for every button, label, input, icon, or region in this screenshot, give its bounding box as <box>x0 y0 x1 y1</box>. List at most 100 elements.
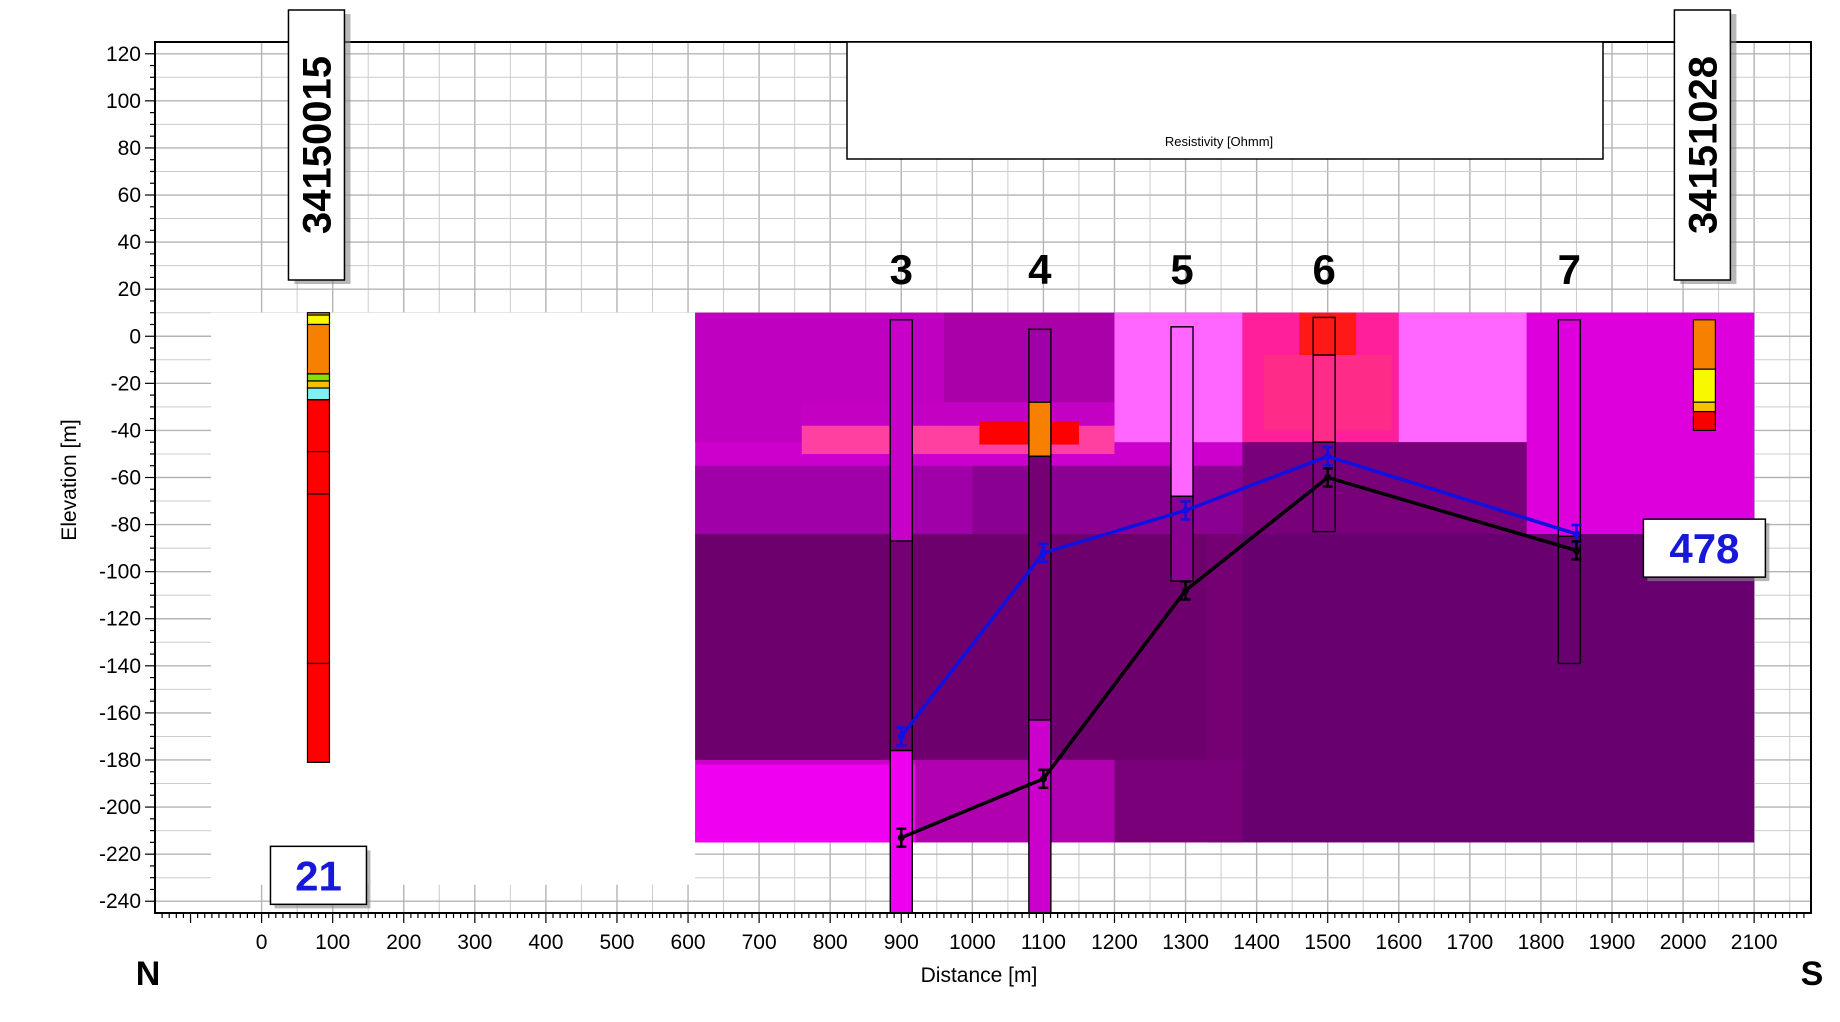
y-tick-label: -80 <box>111 514 141 537</box>
borehole-segment <box>1170 326 1194 498</box>
borehole-segment <box>1557 319 1582 538</box>
series-point <box>1039 549 1047 557</box>
axes: 0 100 200 300 400 500 600 700 800 900 1000 1100 1200… <box>99 41 1812 954</box>
y-tick-label: 60 <box>118 184 141 207</box>
borehole-segment <box>889 319 913 542</box>
well-log-segment <box>1692 410 1716 432</box>
resistivity-cell <box>695 764 916 843</box>
x-tick-label: 1500 <box>1304 931 1351 954</box>
direction-north-label: N <box>136 955 161 993</box>
well-log-segment <box>306 387 331 401</box>
resistivity-cell <box>695 465 973 534</box>
station-label: 5 <box>1170 246 1193 293</box>
series-point <box>1182 586 1190 594</box>
well-id-label: 34150015 <box>295 56 339 234</box>
x-tick-label: 800 <box>813 931 848 954</box>
x-tick-label: 1200 <box>1091 931 1138 954</box>
resistivity-cell <box>1398 312 1527 443</box>
y-tick-label: -100 <box>99 561 141 584</box>
y-tick-label: 0 <box>129 325 141 348</box>
resistivity-section <box>695 312 1755 843</box>
x-tick-label: 700 <box>742 931 777 954</box>
resistivity-cell <box>1242 533 1755 843</box>
y-axis-title: Elevation [m] <box>58 419 81 540</box>
x-tick-label: 400 <box>528 931 563 954</box>
colorbar-title: Resistivity [Ohmm] <box>1165 134 1273 149</box>
y-tick-label: -20 <box>111 372 141 395</box>
station-label: 6 <box>1312 246 1335 293</box>
x-tick-label: 200 <box>386 931 421 954</box>
well-id-box: 34150015 <box>287 9 351 284</box>
y-tick-label: 100 <box>106 90 141 113</box>
blank-model-area <box>211 312 696 885</box>
series-point <box>1572 546 1580 554</box>
y-tick-label: 20 <box>118 278 141 301</box>
value-label-text: 21 <box>295 852 342 899</box>
well-log-segment <box>306 373 331 382</box>
x-tick-label: 300 <box>457 931 492 954</box>
borehole-segment <box>1028 719 1052 914</box>
well-log-segment <box>1692 401 1716 413</box>
y-tick-label: -40 <box>111 419 141 442</box>
x-tick-label: 1000 <box>949 931 996 954</box>
value-label-box: 478 <box>1642 518 1770 582</box>
borehole-segment <box>889 540 913 752</box>
borehole-segment <box>1028 328 1052 403</box>
y-tick-label: -180 <box>99 749 141 772</box>
x-tick-label: 600 <box>671 931 706 954</box>
station-label: 4 <box>1028 246 1052 293</box>
series-point <box>1324 452 1332 460</box>
well-log-segment <box>306 323 331 375</box>
series-point <box>897 732 905 740</box>
well-log-segment <box>306 451 331 495</box>
x-tick-label: 1900 <box>1589 931 1636 954</box>
borehole-segment <box>1312 316 1336 356</box>
x-tick-label: 1600 <box>1375 931 1422 954</box>
series-point <box>1039 775 1047 783</box>
colorbar-frame <box>846 41 1604 160</box>
x-tick-label: 100 <box>315 931 350 954</box>
well-logs <box>306 312 1716 763</box>
value-label-frame <box>1642 518 1767 578</box>
well-id-box: 34151028 <box>1673 9 1737 284</box>
borehole-segment <box>1312 354 1336 443</box>
y-tick-label: 80 <box>118 137 141 160</box>
x-tick-label: 1400 <box>1233 931 1280 954</box>
well-id-frame <box>287 9 346 281</box>
direction-south-label: S <box>1801 955 1824 993</box>
value-label-text: 478 <box>1669 525 1739 572</box>
depth-series <box>896 446 1582 848</box>
station-label: 7 <box>1558 246 1581 293</box>
x-tick-label: 1700 <box>1446 931 1493 954</box>
series-point <box>1572 530 1580 538</box>
well-log-segment <box>306 314 331 326</box>
y-tick-label: -240 <box>99 890 141 913</box>
y-tick-label: -220 <box>99 843 141 866</box>
resistivity-cell <box>972 465 1243 534</box>
well-id-frame <box>1673 9 1732 281</box>
value-label-box: 21 <box>269 845 371 909</box>
y-tick-label: -200 <box>99 796 141 819</box>
x-tick-label: 1100 <box>1021 931 1066 954</box>
resistivity-cell <box>915 759 1115 843</box>
x-tick-label: 500 <box>599 931 634 954</box>
station-label: 3 <box>890 246 913 293</box>
well-log-segment <box>1692 368 1716 403</box>
y-tick-label: -160 <box>99 702 141 725</box>
value-label-frame <box>269 845 368 906</box>
well-log-segment <box>1692 319 1716 370</box>
y-tick-label: -140 <box>99 655 141 678</box>
y-tick-label: 120 <box>106 43 141 66</box>
series-point <box>897 834 905 842</box>
resistivity-cell <box>1242 442 1527 534</box>
resistivity-cell <box>1114 759 1243 843</box>
well-log-segment <box>306 493 331 665</box>
x-tick-label: 0 <box>256 931 268 954</box>
well-id-label: 34151028 <box>1681 56 1725 234</box>
x-tick-label: 2000 <box>1660 931 1707 954</box>
series-point <box>1324 474 1332 481</box>
x-tick-label: 1300 <box>1162 931 1209 954</box>
x-axis-title: Distance [m] <box>921 964 1038 987</box>
well-log-segment <box>306 380 331 389</box>
